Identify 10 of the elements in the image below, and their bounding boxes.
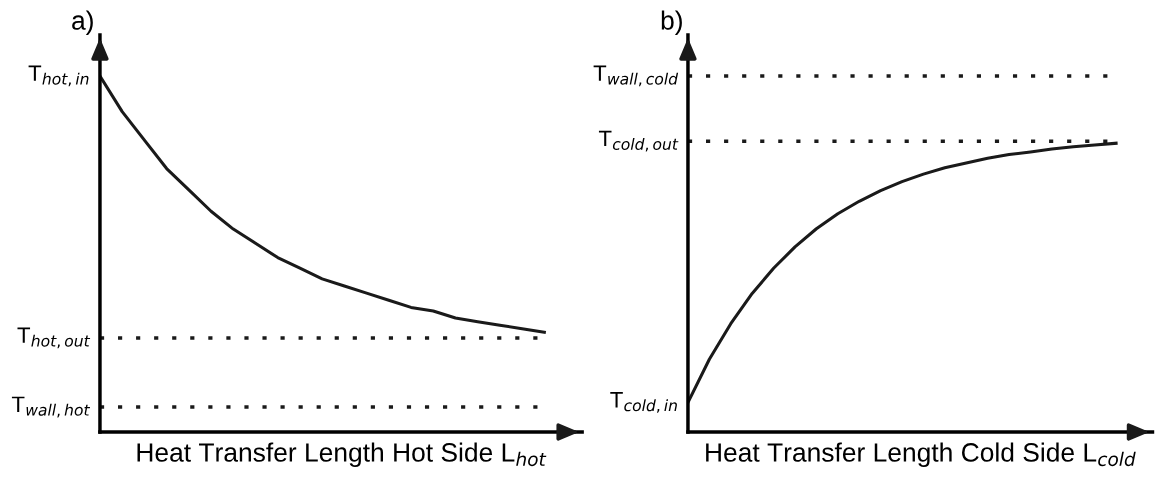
chart-title: b) xyxy=(661,10,682,36)
ref-line-label: T$_{wall,cold}$ xyxy=(593,65,679,87)
ref-line-label: T$_{wall,hot}$ xyxy=(11,396,91,418)
ref-line-label: T$_{hot,out}$ xyxy=(17,327,91,349)
x-axis-title: Heat Transfer Length Cold Side L$_{cold}$ xyxy=(706,442,1136,468)
ref-line-label: T$_{cold,out}$ xyxy=(598,130,679,152)
x-axis-title: Heat Transfer Length Hot Side L$_{hot}$ xyxy=(137,442,547,468)
text: T$_{hot,in}$ xyxy=(28,65,89,87)
chart-title: a) xyxy=(72,10,93,36)
text: T$_{cold,in}$ xyxy=(610,392,677,413)
